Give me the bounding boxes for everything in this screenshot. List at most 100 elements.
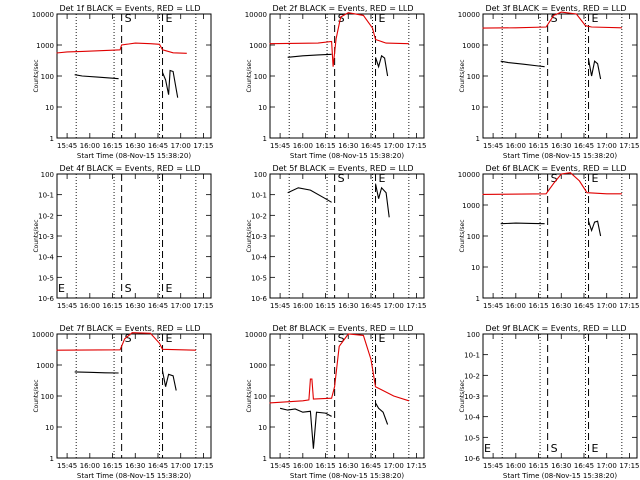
events-series-line [374,183,390,218]
marker-label-S: S [551,442,558,455]
marker-label-E: E [484,442,491,455]
y-tick-label: 100 [467,73,480,81]
events-series-line [161,69,179,98]
y-tick-label: 10 [471,104,480,112]
x-tick-label: 17:00 [597,302,617,310]
lld-series-line [482,11,622,29]
x-tick-label: 16:30 [125,142,145,150]
x-tick-label: 16:45 [148,142,168,150]
x-tick-label: 16:00 [506,302,526,310]
y-tick-label: 100 [254,393,267,401]
x-tick-label: 15:45 [483,462,503,470]
y-tick-label: 1000 [462,202,480,210]
x-axis-label: Start Time (08-Nov-15 15:38:20) [290,472,404,480]
y-tick-label: 10000 [32,11,54,19]
x-tick-label: 16:30 [551,142,571,150]
x-tick-label: 17:15 [619,142,639,150]
y-tick-label: 10 [258,104,267,112]
y-tick-label: 10-1 [38,192,54,200]
marker-label-S: S [125,12,132,25]
panel-title: Det 7f BLACK = Events, RED = LLD [59,324,200,333]
marker-label-E: E [58,282,65,295]
x-tick-label: 17:15 [619,462,639,470]
x-tick-label: 16:30 [338,142,358,150]
x-tick-label: 16:15 [528,142,548,150]
marker-label-E: E [166,12,173,25]
x-tick-label: 15:45 [270,462,290,470]
y-axis-label: Counts/sec [33,59,40,92]
x-tick-label: 17:00 [384,462,404,470]
detector-panel-5: Det 5f BLACK = Events, RED = LLD 10-6 10-5… [246,164,427,310]
y-axis-label: Counts/sec [33,379,40,412]
x-tick-label: 16:45 [574,302,594,310]
marker-label-E: E [592,442,599,455]
marker-label-S: S [551,12,558,25]
detector-panel-3: Det 3f BLACK = Events, RED = LLD 1 10 100 10… [458,4,640,160]
panel-title: Det 4f BLACK = Events, RED = LLD [59,164,200,173]
lld-series-line [482,172,622,195]
x-tick-label: 16:30 [125,462,145,470]
plot-frame [56,333,212,459]
x-tick-label: 16:30 [338,302,358,310]
plot-frame [269,173,425,299]
x-axis-label: Start Time (08-Nov-15 15:38:20) [503,152,617,160]
marker-label-E: E [166,282,173,295]
panel-title: Det 9f BLACK = Events, RED = LLD [485,324,626,333]
detector-panel-6: Det 6f BLACK = Events, RED = LLD 1 10 100 10… [458,164,640,310]
y-tick-label: 100 [254,171,267,179]
y-tick-label: 100 [41,171,54,179]
y-tick-label: 10 [45,104,54,112]
x-tick-label: 16:00 [293,462,313,470]
x-tick-label: 16:30 [551,302,571,310]
x-tick-label: 16:45 [361,142,381,150]
y-tick-label: 1000 [36,42,54,50]
plot-frame [269,333,425,459]
y-tick-label: 1000 [462,42,480,50]
y-tick-label: 100 [41,393,54,401]
events-series-line [587,59,602,80]
y-tick-label: 1 [263,135,267,143]
x-tick-label: 17:15 [619,302,639,310]
marker-label-S: S [338,332,345,345]
x-tick-label: 15:45 [57,302,77,310]
x-tick-label: 16:00 [293,142,313,150]
events-series-line [375,402,389,425]
y-tick-label: 100 [41,73,54,81]
y-tick-label: 10-4 [251,254,267,262]
events-series-line [587,220,602,237]
y-axis-label: Counts/sec [459,219,466,252]
x-tick-label: 17:00 [171,142,191,150]
x-tick-label: 16:15 [102,462,122,470]
lld-series-line [269,333,410,404]
plot-frame [56,173,212,299]
y-tick-label: 10 [45,424,54,432]
detector-panel-8: Det 8f BLACK = Events, RED = LLD 1 10 100 10… [245,324,427,480]
x-tick-label: 17:00 [597,142,617,150]
x-tick-label: 16:15 [528,462,548,470]
detector-panel-4: Det 4f BLACK = Events, RED = LLD 10-6 10-5… [33,164,214,310]
y-tick-label: 10000 [245,331,267,339]
y-tick-label: 10-2 [38,212,54,220]
y-tick-label: 10000 [458,11,480,19]
plot-frame [269,13,425,139]
y-tick-label: 10-3 [464,393,480,401]
x-tick-label: 16:00 [80,142,100,150]
marker-label-E: E [592,12,599,25]
y-tick-label: 1 [476,135,480,143]
y-tick-label: 10-2 [464,372,480,380]
y-tick-label: 10-1 [251,192,267,200]
x-tick-label: 15:45 [270,142,290,150]
detector-panel-2: Det 2f BLACK = Events, RED = LLD 1 10 100 10… [245,4,427,160]
y-tick-label: 10-6 [251,295,267,303]
x-tick-label: 16:30 [125,302,145,310]
x-tick-label: 16:15 [315,462,335,470]
x-tick-label: 17:00 [171,302,191,310]
x-tick-label: 15:45 [57,142,77,150]
x-tick-label: 16:15 [528,302,548,310]
events-series-line [279,407,332,449]
x-tick-label: 15:45 [270,302,290,310]
marker-label-E: E [379,12,386,25]
marker-label-S: S [125,332,132,345]
y-axis-label: Counts/sec [459,379,466,412]
plot-frame [482,13,638,139]
